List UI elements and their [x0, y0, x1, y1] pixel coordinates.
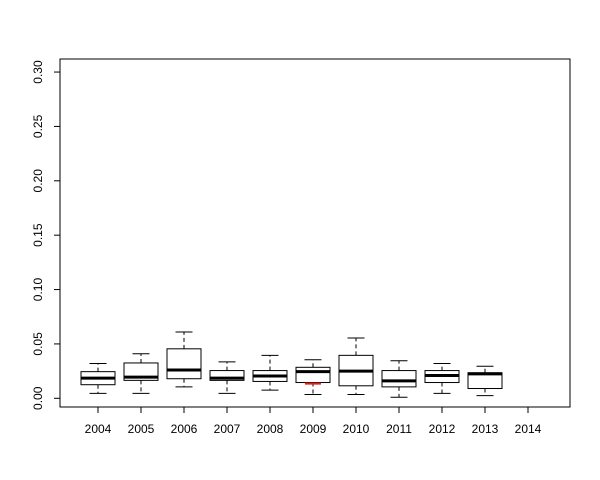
- x-tick-label: 2005: [128, 422, 155, 436]
- x-tick-label: 2011: [386, 422, 412, 436]
- boxes-layer: [80, 331, 503, 398]
- x-tick-label: 2009: [300, 422, 327, 436]
- box-2011: [381, 360, 417, 398]
- x-axis: 2004 2005 2006 2007 2008 2009 2010 2011 2012 2013…: [85, 407, 542, 436]
- x-tick-label: 2008: [257, 422, 284, 436]
- iqr-box: [381, 370, 417, 388]
- y-tick-label: 0.15: [31, 223, 45, 247]
- x-tick-label: 2004: [85, 422, 112, 436]
- box-2004: [80, 363, 116, 394]
- box-2006: [166, 331, 202, 388]
- x-tick-label: 2006: [171, 422, 198, 436]
- iqr-box: [166, 348, 202, 380]
- y-tick-label: 0.20: [31, 169, 45, 193]
- box-2007: [209, 361, 245, 394]
- box-2008: [252, 354, 288, 391]
- box-2012: [424, 363, 460, 394]
- x-tick-label: 2007: [214, 422, 241, 436]
- y-tick-label: 0.10: [31, 278, 45, 302]
- y-tick-label: 0.00: [31, 386, 45, 410]
- iqr-box: [209, 370, 245, 381]
- x-tick-label: 2012: [429, 422, 456, 436]
- x-tick-label: 2013: [472, 422, 499, 436]
- iqr-box: [295, 366, 331, 384]
- y-tick-label: 0.30: [31, 60, 45, 84]
- x-tick-label: 2014: [515, 422, 542, 436]
- plot-frame: [59, 58, 571, 408]
- box-2010: [338, 337, 374, 395]
- box-2009: [295, 359, 331, 395]
- y-tick-label: 0.05: [31, 332, 45, 356]
- box-2013: [467, 365, 503, 397]
- y-axis: 0.00 0.05 0.10 0.15 0.20 0.25 0.30: [31, 60, 60, 410]
- box-2005: [123, 353, 159, 394]
- x-tick-label: 2010: [343, 422, 370, 436]
- y-tick-label: 0.25: [31, 114, 45, 138]
